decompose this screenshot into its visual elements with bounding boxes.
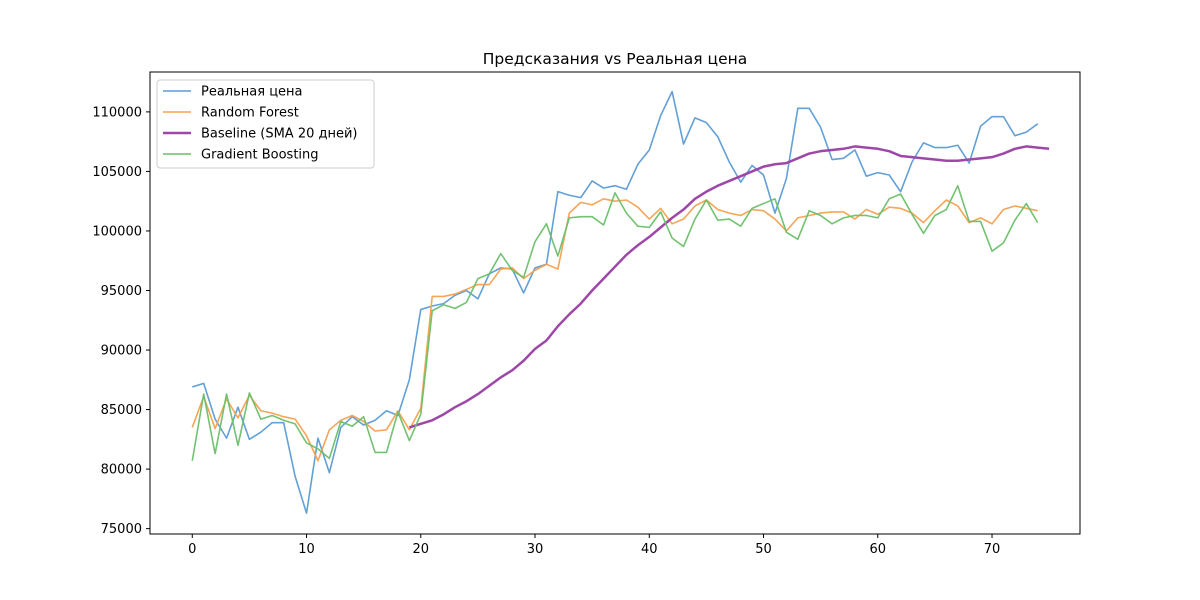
legend: Реальная цена Random Forest Baseline (SMA … — [156, 79, 375, 169]
y-tick-label: 90000 — [101, 344, 142, 359]
y-tick-label: 85000 — [101, 403, 142, 418]
x-tick-label: 40 — [641, 542, 658, 557]
x-tick-label: 70 — [984, 542, 1001, 557]
plot-area — [149, 71, 1081, 535]
y-tick-label: 75000 — [101, 522, 142, 537]
series-line-2 — [191, 198, 1038, 462]
chart-title: Предсказания vs Реальная цена — [483, 50, 748, 68]
x-tick-label: 50 — [755, 542, 772, 557]
legend-label-1: Реальная цена — [201, 85, 303, 100]
legend-label-4: Gradient Boosting — [201, 148, 319, 163]
y-axis: 75000 80000 85000 90000 95000 100000 105000 110… — [92, 105, 150, 537]
y-tick-label: 105000 — [92, 165, 142, 180]
series-line-3 — [408, 145, 1050, 429]
series-line-4 — [191, 184, 1039, 461]
x-tick-label: 20 — [413, 542, 430, 557]
axes-frame — [149, 71, 1081, 535]
y-tick-label: 80000 — [101, 463, 142, 478]
y-tick-label: 95000 — [101, 284, 142, 299]
y-tick-label: 110000 — [92, 105, 142, 120]
legend-box — [156, 79, 375, 169]
x-tick-label: 0 — [188, 542, 196, 557]
y-tick-label: 100000 — [92, 224, 142, 239]
x-tick-label: 10 — [298, 542, 315, 557]
legend-label-3: Baseline (SMA 20 дней) — [201, 127, 358, 142]
series-layer — [191, 90, 1050, 514]
series-line-1 — [192, 90, 1039, 514]
x-tick-label: 30 — [527, 542, 544, 557]
x-tick-label: 60 — [870, 542, 887, 557]
legend-label-2: Random Forest — [201, 106, 299, 121]
x-axis: 0 10 20 30 40 50 60 70 — [188, 534, 1000, 557]
